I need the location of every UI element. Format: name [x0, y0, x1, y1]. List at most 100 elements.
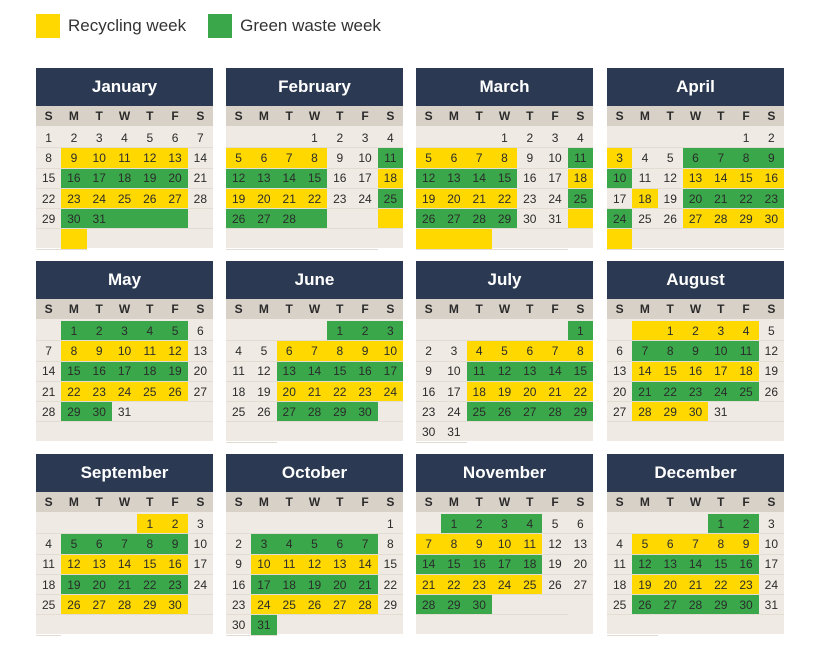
empty-cell	[352, 229, 378, 250]
day-cell: 9	[416, 362, 442, 382]
empty-cell	[607, 615, 633, 636]
empty-cell	[466, 321, 492, 342]
day-cell: 13	[86, 554, 112, 575]
empty-cell	[352, 209, 378, 230]
day-cell: 4	[517, 514, 543, 535]
day-cell: 12	[137, 148, 163, 169]
day-cell: 26	[491, 402, 518, 423]
weekday-label: T	[526, 495, 534, 509]
weekday-label: S	[576, 495, 585, 509]
day-cell: 7	[682, 534, 709, 555]
recycling-legend-label: Recycling week	[68, 16, 187, 35]
day-cell: 31	[758, 595, 784, 616]
empty-cell	[657, 229, 683, 250]
day-cell: 10	[491, 534, 518, 555]
empty-cell	[111, 514, 138, 535]
weekday-label: M	[639, 302, 650, 316]
day-cell: 21	[111, 574, 138, 596]
day-cell: 8	[61, 341, 87, 362]
day-cell: 2	[226, 534, 252, 555]
day-cell: 16	[682, 361, 709, 382]
empty-cell	[226, 514, 252, 535]
day-cell: 2	[517, 128, 543, 149]
day-cell: 5	[416, 148, 442, 169]
day-cell: 7	[111, 534, 138, 555]
month-april: April S M T W T F S 1 2 3 4 5 6 7 8 9 10 11 12 13 14 15 16 17 18 1…	[607, 68, 784, 250]
day-cell: 9	[758, 148, 784, 169]
day-cell: 24	[708, 381, 734, 403]
month-title: August	[607, 261, 784, 299]
day-cell: 23	[327, 189, 353, 210]
day-grid: 1 2 3 4 5 6 7 8 9 10 11 12 13 14 15 16 17 18 19 20 21 22 23 24 2…	[416, 126, 593, 250]
day-cell: 3	[377, 321, 403, 342]
empty-cell	[416, 514, 442, 535]
empty-cell	[251, 422, 277, 443]
day-cell: 11	[36, 555, 62, 575]
weekday-label: S	[767, 109, 776, 123]
day-grid: 1 2 3 4 5 6 7 8 9 10 11 12 13 14 15 16 17 18 19 20 21 22 23 24 2…	[226, 319, 403, 443]
day-cell: 7	[352, 534, 378, 555]
day-cell: 25	[632, 209, 658, 230]
day-cell: 22	[377, 575, 403, 596]
day-cell: 8	[567, 341, 593, 362]
day-cell: 11	[567, 148, 593, 169]
day-grid: 1 2 3 4 5 6 7 8 9 10 11 12 13 14 15 16 17 18 19 20 21 22 23 24 2…	[36, 512, 213, 636]
day-cell: 8	[441, 534, 467, 555]
day-cell: 3	[352, 128, 378, 149]
legend-item-green-waste: Green waste week	[208, 14, 381, 38]
day-cell: 16	[758, 168, 784, 189]
calendar-grid: January S M T W T F S 1 2 3 4 5 6 7 8 9 10 11 12 13 14 15 16 17 1…	[36, 68, 784, 638]
day-cell: 1	[491, 128, 518, 149]
day-cell: 8	[708, 534, 734, 555]
day-cell: 9	[733, 534, 759, 555]
empty-cell	[758, 229, 784, 250]
day-cell: 20	[441, 188, 467, 210]
day-cell: 24	[491, 574, 518, 596]
empty-cell	[607, 128, 633, 149]
empty-cell	[708, 128, 734, 149]
day-cell: 30	[352, 402, 378, 423]
day-cell: 24	[86, 188, 112, 210]
day-cell: 20	[162, 168, 188, 189]
day-cell: 15	[491, 168, 518, 189]
weekday-label: S	[196, 109, 205, 123]
day-cell: 5	[162, 321, 188, 342]
day-cell: 8	[327, 341, 353, 362]
day-cell: 17	[491, 554, 518, 575]
day-cell: 3	[251, 534, 277, 555]
day-cell: 8	[491, 148, 518, 169]
day-cell: 26	[137, 188, 163, 210]
day-cell: 2	[162, 514, 188, 535]
day-cell: 2	[327, 128, 353, 149]
day-cell: 24	[607, 209, 633, 230]
empty-cell	[632, 514, 658, 535]
day-cell: 18	[226, 382, 252, 403]
day-cell: 14	[111, 554, 138, 575]
day-cell: 7	[301, 341, 328, 362]
day-cell: 26	[758, 382, 784, 403]
day-cell: 5	[491, 341, 518, 362]
day-cell: 2	[682, 321, 709, 342]
day-cell: 11	[137, 341, 163, 362]
day-cell: 3	[607, 148, 633, 169]
weekday-label: T	[475, 495, 483, 509]
day-cell: 15	[441, 554, 467, 575]
day-cell: 8	[301, 148, 328, 169]
day-cell: 12	[542, 534, 568, 555]
month-september: September S M T W T F S 1 2 3 4 5 6 7 8 9 10 11 12 13 14 15 16 1…	[36, 454, 213, 636]
day-cell: 28	[111, 595, 138, 616]
weekday-label: F	[742, 495, 750, 509]
day-cell: 30	[61, 209, 87, 230]
day-cell: 13	[567, 534, 593, 555]
weekday-label: M	[448, 109, 459, 123]
month-november: November S M T W T F S 1 2 3 4 5 6 7 8 9 10 11 12 13 14 15 16 17…	[416, 454, 593, 634]
weekday-label: S	[615, 302, 624, 316]
day-cell: 30	[162, 595, 188, 616]
day-cell: 21	[187, 169, 213, 189]
day-cell: 16	[733, 554, 759, 575]
day-cell: 23	[758, 188, 784, 210]
day-cell: 19	[162, 361, 188, 382]
day-cell: 1	[567, 321, 593, 342]
weekday-label: M	[258, 302, 269, 316]
